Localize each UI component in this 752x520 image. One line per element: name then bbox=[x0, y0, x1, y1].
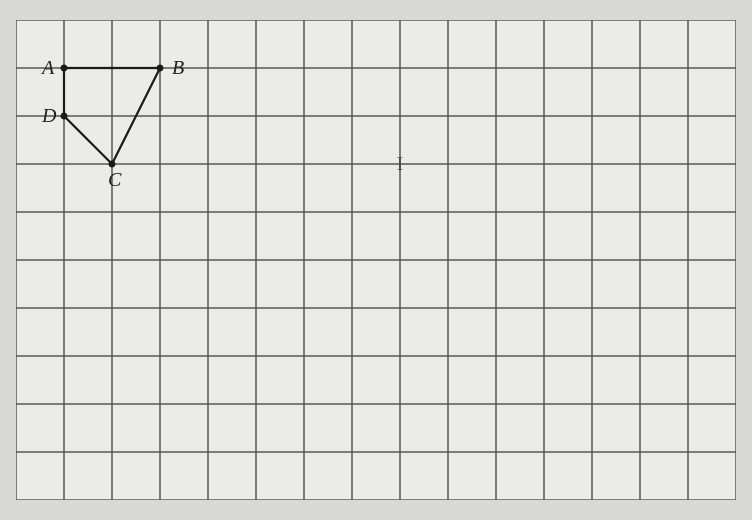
vertex-d bbox=[61, 113, 68, 120]
shape-edge bbox=[64, 116, 112, 164]
diagram-svg: A B C D I bbox=[16, 20, 736, 500]
vertex-label-b: B bbox=[172, 57, 184, 79]
text-cursor-icon: I bbox=[397, 153, 404, 175]
vertex-label-d: D bbox=[41, 105, 57, 127]
vertex-c bbox=[109, 161, 116, 168]
vertex-label-c: C bbox=[108, 169, 122, 191]
vertex-b bbox=[157, 65, 164, 72]
grid-diagram: A B C D I bbox=[16, 20, 736, 500]
vertex-a bbox=[61, 65, 68, 72]
vertex-label-a: A bbox=[40, 57, 55, 79]
